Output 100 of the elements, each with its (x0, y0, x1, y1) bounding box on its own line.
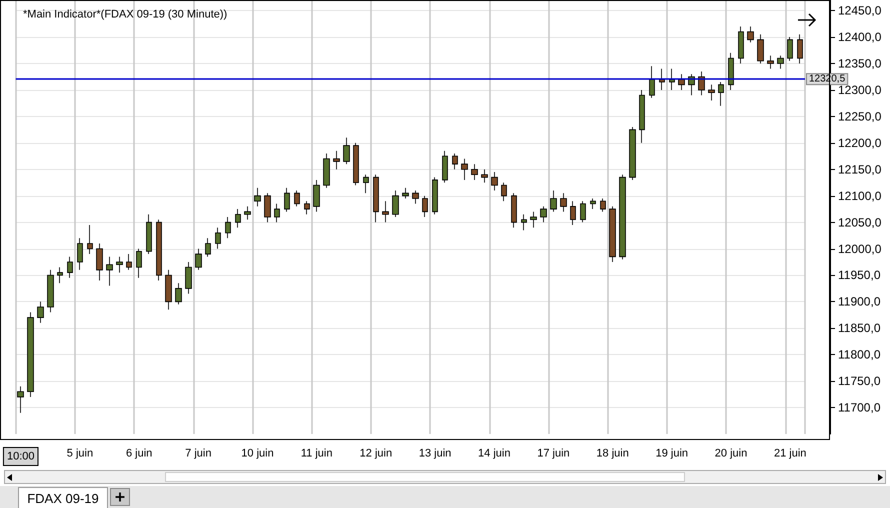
candlestick (570, 200, 576, 226)
y-tick-label: 12200,0 (838, 136, 882, 150)
y-tick-label: 12100,0 (838, 188, 882, 203)
candlestick (254, 187, 261, 207)
candlestick (669, 68, 675, 90)
candlestick (629, 126, 636, 180)
candlestick (600, 198, 606, 212)
candlestick (126, 254, 132, 270)
candlestick (728, 52, 734, 90)
candlestick (461, 158, 468, 180)
candlestick (215, 227, 221, 250)
candlestick (747, 26, 754, 43)
candlestick (373, 174, 379, 223)
candlestick (540, 206, 547, 223)
candlestick (590, 198, 596, 210)
candlestick (382, 200, 389, 223)
candlestick (521, 214, 527, 231)
candlestick (333, 150, 340, 170)
candlestick (323, 153, 330, 188)
candlestick (67, 256, 73, 278)
candlestick (235, 208, 241, 228)
candlestick (659, 68, 665, 90)
y-tick-label: 12250,0 (838, 109, 882, 124)
candlestick (530, 211, 537, 228)
candlestick (471, 164, 478, 180)
x-tick-label: 12 juin (360, 448, 392, 460)
candlestick (185, 262, 192, 294)
x-tick-label: 19 juin (656, 448, 688, 460)
candlestick (501, 182, 507, 202)
candlestick (757, 34, 764, 64)
candlestick (17, 386, 24, 414)
candlestick (264, 192, 271, 223)
y-tick-label: 11900,0 (838, 294, 881, 309)
candlestick (442, 150, 448, 183)
text: *Main Indicator*(FDAX 09-19 (30 Minute)) (23, 8, 228, 20)
candlestick (550, 190, 557, 212)
candlestick (77, 238, 83, 270)
x-tick-label: 10 juin (241, 448, 274, 460)
candlestick (787, 36, 793, 62)
y-tick-label: 11950,0 (838, 268, 881, 282)
candlestick (284, 187, 290, 212)
candlestick (649, 66, 655, 98)
candlestick (580, 200, 586, 223)
x-tick-label: 18 juin (596, 448, 629, 460)
candlestick (481, 168, 488, 183)
candlestick (96, 243, 103, 281)
x-tick-label: 14 juin (478, 448, 510, 460)
x-tick-label: 7 juin (185, 448, 212, 460)
x-tick-label: 20 juin (714, 448, 748, 460)
candlestick (106, 256, 113, 286)
candlestick (560, 192, 567, 212)
candlestick (244, 206, 251, 220)
candlestick (205, 238, 211, 258)
candlestick (165, 270, 172, 310)
candlestick (116, 256, 123, 273)
x-tick-label: 21 juin (774, 448, 806, 460)
candlestick (432, 176, 438, 215)
candlestick (797, 34, 803, 64)
x-tick-label: 5 juin (66, 448, 94, 460)
candlestick (639, 90, 645, 144)
x-tick-label: 17 juin (537, 448, 570, 460)
candlestick (37, 301, 44, 324)
y-tick-label: 11750,0 (838, 374, 881, 388)
candlestick (353, 142, 359, 186)
y-tick-label: 12450,0 (838, 4, 882, 18)
candlestick (343, 137, 350, 164)
candlestick (609, 206, 616, 262)
candlestick (195, 248, 202, 270)
x-tick-label: 10:00 (6, 450, 34, 462)
candlestick (412, 190, 419, 204)
candlestick (146, 214, 152, 254)
candlestick (87, 224, 93, 254)
candlestick (619, 174, 626, 260)
x-tick-label: 6 juin (126, 448, 152, 460)
candlestick (767, 55, 774, 70)
candlestick (27, 312, 34, 398)
candlestick (156, 219, 162, 281)
candlestick (304, 200, 310, 215)
candlestick (175, 282, 182, 305)
y-tick-label: 12150,0 (838, 162, 882, 176)
candlestick (294, 190, 300, 207)
candlestick (274, 203, 280, 223)
candlestick (708, 84, 715, 101)
candlestick (777, 55, 784, 70)
candlestick (511, 192, 517, 228)
candlestick (392, 190, 399, 218)
candlestick (452, 153, 458, 170)
candlestick (718, 82, 724, 106)
y-tick-label: 11850,0 (838, 321, 881, 336)
candlestick (363, 174, 369, 194)
candlestick (738, 26, 744, 64)
candlestick (57, 266, 63, 284)
y-tick-label: 12350,0 (838, 56, 882, 71)
candlestick (491, 172, 498, 191)
y-tick-label: 12300,0 (838, 82, 882, 97)
candlestick (225, 216, 231, 239)
y-tick-label: 11800,0 (838, 348, 881, 362)
candlestick (402, 187, 409, 199)
y-tick-label: 12400,0 (838, 30, 882, 44)
candlestick (422, 195, 428, 218)
